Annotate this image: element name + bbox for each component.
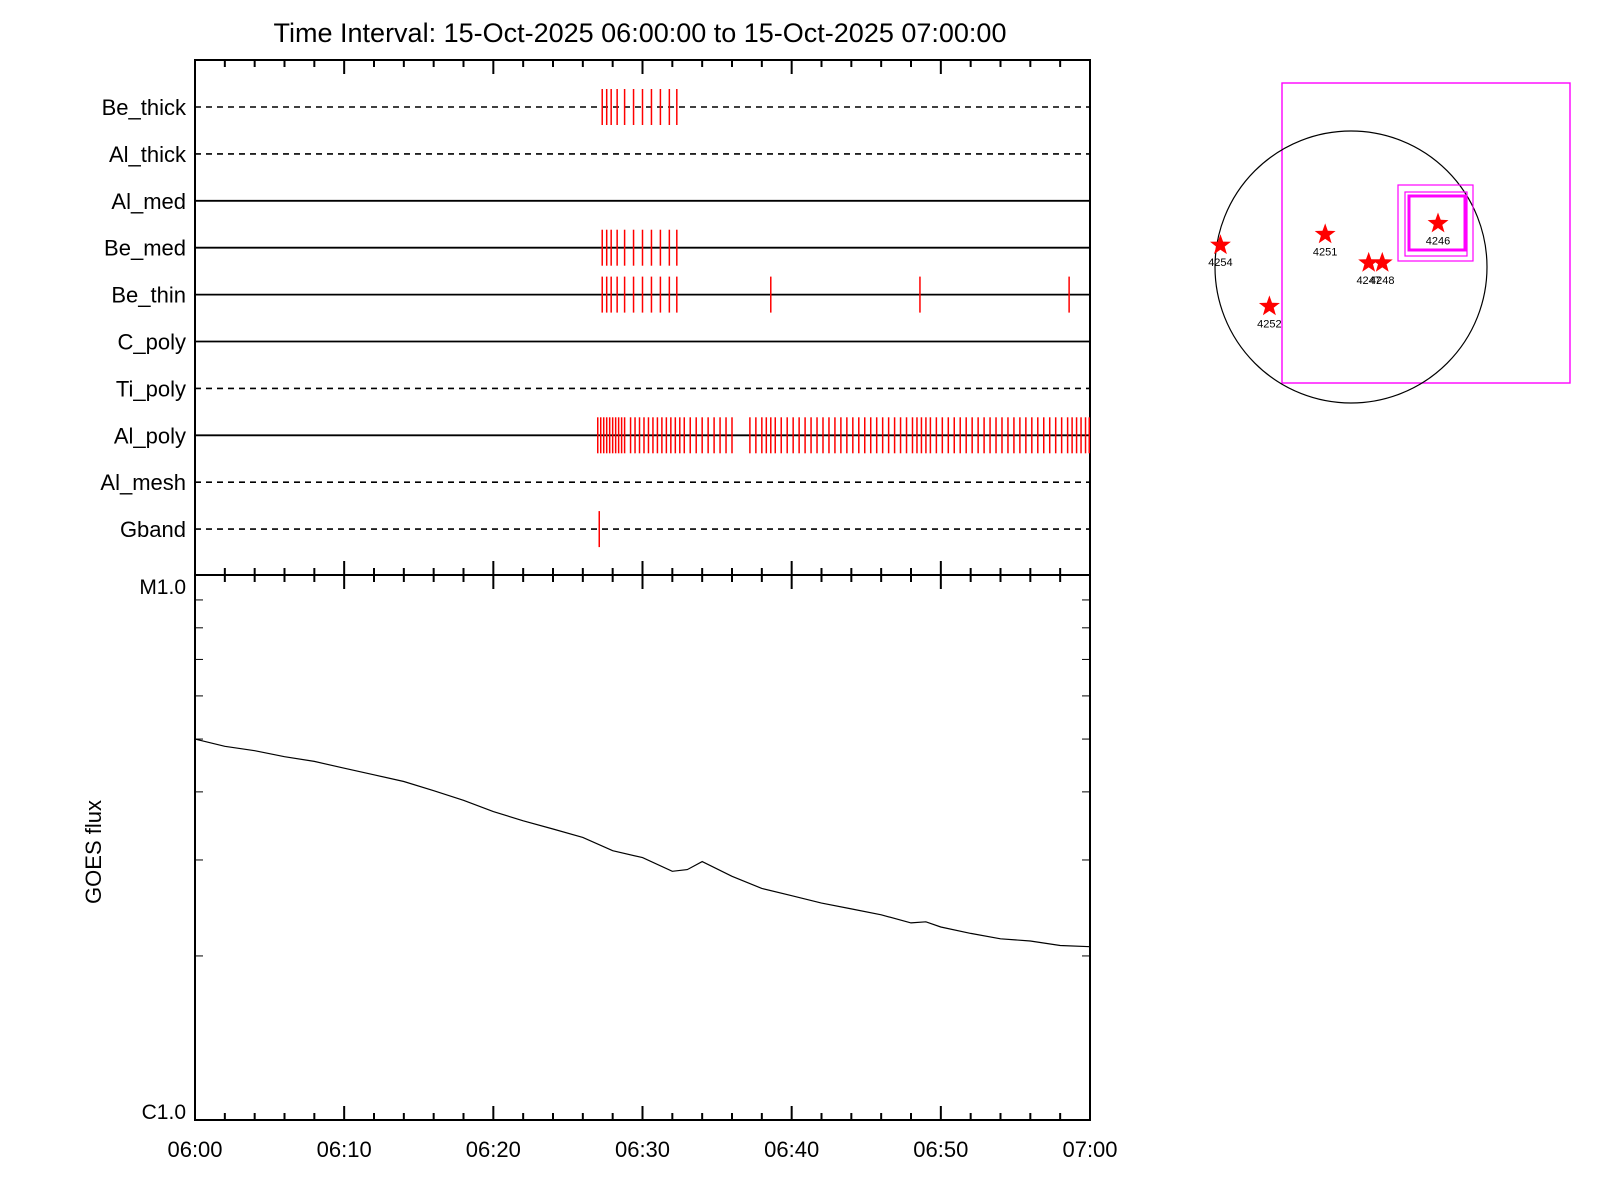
active-region-star-icon (1210, 234, 1231, 255)
timeline-row-label: Al_med (111, 189, 186, 214)
timeline-row-label: C_poly (118, 330, 186, 355)
fov-box-outer (1397, 184, 1474, 262)
active-region-4254: 4254 (1208, 234, 1233, 269)
active-region-star-icon (1258, 295, 1280, 316)
goes-xtick-labels: 06:00 06:10 06:20 06:30 06:40 06:50 07:00 (167, 1137, 1117, 1162)
goes-ticks (194, 575, 1091, 1120)
fov-box-inner (1407, 194, 1467, 252)
timeline-row-label: Ti_poly (116, 376, 186, 401)
timeline-row-label: Be_med (104, 236, 186, 261)
active-region-4248: 4248 (1370, 251, 1395, 287)
timeline-row-al-med: Al_med (111, 189, 1090, 214)
goes-panel: M1.0 C1.0 GOES flux 06:00 06:10 06:20 06:30… (81, 574, 1118, 1162)
solar-disk (1214, 130, 1488, 404)
active-region-label: 4248 (1370, 275, 1394, 287)
timeline-row-al-thick: Al_thick (109, 142, 1090, 167)
active-region-4247: 4247 (1356, 251, 1381, 287)
timeline-row-c-poly: C_poly (118, 330, 1090, 355)
timeline-row-label: Al_thick (109, 142, 187, 167)
fov-box-large (1281, 82, 1571, 384)
active-region-label: 4246 (1426, 235, 1450, 247)
timeline-row-al-poly: Al_poly (114, 417, 1091, 454)
timeline-panel: Be_thick Al_thick Al_med Be_med Be_thin C_pol… (100, 59, 1091, 576)
fov-box-mid (1404, 191, 1468, 257)
goes-xtick-label: 07:00 (1062, 1137, 1117, 1162)
goes-ytick-top: M1.0 (139, 576, 186, 599)
active-region-4246: 4246 (1426, 212, 1450, 247)
goes-flux-line (194, 738, 1091, 948)
goes-xtick-label: 06:00 (167, 1137, 222, 1162)
goes-xtick-label: 06:20 (466, 1137, 521, 1162)
active-region-label: 4252 (1257, 318, 1281, 330)
timeline-row-be-thick: Be_thick (102, 89, 1090, 125)
goes-xtick-label: 06:50 (913, 1137, 968, 1162)
timeline-row-label: Al_poly (114, 423, 186, 448)
active-region-4252: 4252 (1257, 295, 1282, 330)
goes-ylabel: GOES flux (81, 800, 106, 904)
goes-frame (194, 574, 1091, 1121)
timeline-row-gband: Gband (120, 511, 1090, 548)
active-region-star-icon (1371, 251, 1393, 272)
active-region-star-icon (1314, 223, 1336, 244)
goes-xtick-label: 06:40 (764, 1137, 819, 1162)
timeline-row-be-med: Be_med (104, 229, 1090, 266)
chart-title: Time Interval: 15-Oct-2025 06:00:00 to 1… (274, 18, 1007, 48)
timeline-row-ti-poly: Ti_poly (116, 376, 1090, 401)
active-region-star-icon (1358, 251, 1380, 272)
active-region-4251: 4251 (1313, 223, 1337, 258)
timeline-row-label: Be_thin (111, 283, 186, 308)
timeline-frame (194, 59, 1091, 576)
active-region-star-icon (1427, 212, 1449, 233)
timeline-rows: Be_thick Al_thick Al_med Be_med Be_thin C_pol… (100, 89, 1091, 548)
goes-xtick-label: 06:30 (615, 1137, 670, 1162)
active-region-label: 4247 (1356, 275, 1380, 287)
timeline-row-al-mesh: Al_mesh (100, 470, 1090, 495)
active-region-label: 4251 (1313, 246, 1337, 258)
timeline-row-label: Gband (120, 517, 186, 542)
goes-ytick-bottom: C1.0 (142, 1101, 186, 1124)
active-region-label: 4254 (1208, 257, 1232, 269)
timeline-row-label: Al_mesh (100, 470, 186, 495)
timeline-ticks (194, 60, 1091, 575)
goes-xtick-label: 06:10 (317, 1137, 372, 1162)
timeline-row-be-thin: Be_thin (111, 276, 1090, 313)
timeline-row-label: Be_thick (102, 95, 187, 120)
